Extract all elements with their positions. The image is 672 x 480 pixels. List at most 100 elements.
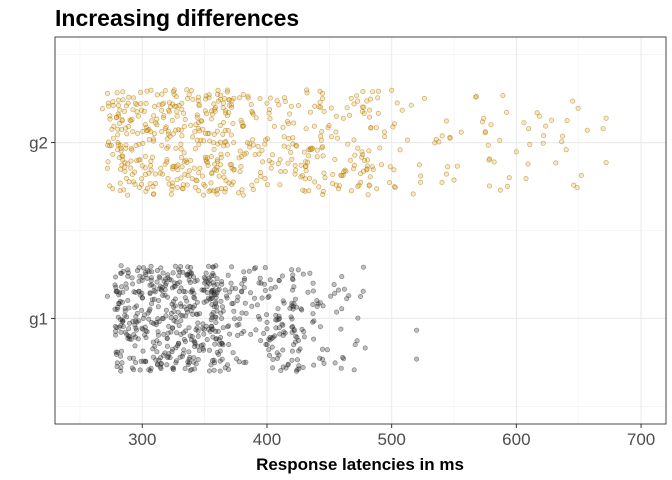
data-point-g2 bbox=[167, 100, 173, 106]
data-point-g1 bbox=[157, 275, 163, 281]
data-point-g2 bbox=[184, 182, 190, 188]
data-point-g2 bbox=[188, 122, 194, 128]
data-point-g2 bbox=[163, 124, 169, 130]
data-point-g1 bbox=[116, 301, 122, 307]
data-point-g2 bbox=[330, 172, 336, 178]
data-point-g2 bbox=[240, 92, 246, 98]
data-point-g1 bbox=[249, 303, 255, 309]
data-point-g2 bbox=[575, 105, 581, 111]
data-point-g2 bbox=[364, 98, 370, 104]
data-point-g1 bbox=[414, 327, 420, 333]
data-point-g2 bbox=[207, 138, 213, 144]
data-point-g1 bbox=[360, 288, 366, 294]
data-point-g2 bbox=[178, 175, 184, 181]
data-point-g2 bbox=[307, 109, 313, 115]
data-point-g2 bbox=[488, 122, 494, 128]
data-point-g1 bbox=[292, 296, 298, 302]
data-point-g1 bbox=[144, 329, 150, 335]
data-point-g1 bbox=[176, 340, 182, 346]
data-point-g2 bbox=[144, 88, 150, 94]
data-point-g2 bbox=[249, 182, 255, 188]
data-point-g1 bbox=[294, 304, 300, 310]
data-point-g2 bbox=[282, 169, 288, 175]
data-point-g1 bbox=[119, 348, 125, 354]
data-point-g1 bbox=[227, 331, 233, 337]
data-point-g1 bbox=[178, 301, 184, 307]
data-point-g2 bbox=[119, 162, 125, 168]
panel-border bbox=[54, 36, 667, 425]
data-point-g1 bbox=[215, 328, 221, 334]
data-point-g1 bbox=[204, 298, 210, 304]
data-point-g1 bbox=[338, 365, 344, 371]
data-point-g2 bbox=[317, 88, 323, 94]
data-point-g2 bbox=[208, 108, 214, 114]
data-point-g2 bbox=[421, 96, 427, 102]
data-point-g1 bbox=[209, 295, 215, 301]
data-point-g1 bbox=[182, 289, 188, 295]
data-point-g1 bbox=[224, 295, 230, 301]
data-point-g1 bbox=[258, 338, 264, 344]
data-point-g1 bbox=[187, 279, 193, 285]
data-point-g2 bbox=[159, 107, 165, 113]
data-point-g2 bbox=[269, 152, 275, 158]
data-point-g2 bbox=[129, 117, 135, 123]
data-point-g2 bbox=[549, 117, 555, 123]
data-point-g2 bbox=[218, 151, 224, 157]
data-point-g2 bbox=[150, 154, 156, 160]
data-point-g2 bbox=[180, 182, 186, 188]
data-point-g2 bbox=[351, 137, 357, 143]
data-point-g1 bbox=[301, 329, 307, 335]
data-point-g2 bbox=[355, 98, 361, 104]
data-point-g1 bbox=[146, 367, 152, 373]
data-point-g2 bbox=[202, 130, 208, 136]
data-point-g2 bbox=[253, 115, 259, 121]
data-point-g2 bbox=[302, 164, 308, 170]
data-point-g1 bbox=[270, 365, 276, 371]
data-point-g2 bbox=[175, 167, 181, 173]
data-point-g2 bbox=[316, 184, 322, 190]
data-point-g2 bbox=[110, 99, 116, 105]
data-point-g2 bbox=[277, 157, 283, 163]
data-point-g2 bbox=[361, 158, 367, 164]
data-point-g2 bbox=[336, 183, 342, 189]
data-point-g1 bbox=[124, 285, 130, 291]
data-point-g2 bbox=[527, 142, 533, 148]
data-point-g1 bbox=[243, 310, 249, 316]
data-point-g1 bbox=[207, 281, 213, 287]
data-point-g1 bbox=[201, 299, 207, 305]
data-point-g2 bbox=[306, 188, 312, 194]
data-point-g2 bbox=[215, 87, 221, 93]
data-point-g2 bbox=[143, 124, 149, 130]
x-axis: 300 400 500 600 700 bbox=[128, 424, 655, 449]
data-point-g2 bbox=[360, 89, 366, 95]
y-axis: g1 g2 bbox=[29, 134, 55, 328]
data-point-g2 bbox=[228, 132, 234, 138]
data-point-g1 bbox=[217, 348, 223, 354]
data-point-g1 bbox=[155, 329, 161, 335]
data-point-g2 bbox=[391, 167, 397, 173]
data-point-g1 bbox=[119, 284, 125, 290]
data-point-g2 bbox=[366, 148, 372, 154]
data-point-g1 bbox=[156, 286, 162, 292]
x-tick-label: 500 bbox=[377, 430, 405, 449]
data-point-g2 bbox=[125, 192, 131, 198]
data-point-g1 bbox=[161, 278, 167, 284]
data-point-g1 bbox=[319, 356, 325, 362]
data-point-g2 bbox=[543, 123, 549, 129]
data-point-g1 bbox=[210, 270, 216, 276]
data-point-g1 bbox=[257, 275, 263, 281]
grid-lines bbox=[55, 37, 666, 424]
data-point-g1 bbox=[200, 321, 206, 327]
data-point-g2 bbox=[146, 170, 152, 176]
data-point-g1 bbox=[235, 294, 241, 300]
data-point-g2 bbox=[291, 120, 297, 126]
data-point-g2 bbox=[186, 92, 192, 98]
data-point-g2 bbox=[360, 152, 366, 158]
data-point-g1 bbox=[149, 269, 155, 275]
data-point-g2 bbox=[154, 92, 160, 98]
data-point-g1 bbox=[120, 268, 126, 274]
data-point-g2 bbox=[115, 103, 121, 109]
data-point-g2 bbox=[194, 137, 200, 143]
y-tick-label: g1 bbox=[29, 309, 48, 328]
data-point-g2 bbox=[217, 123, 223, 129]
